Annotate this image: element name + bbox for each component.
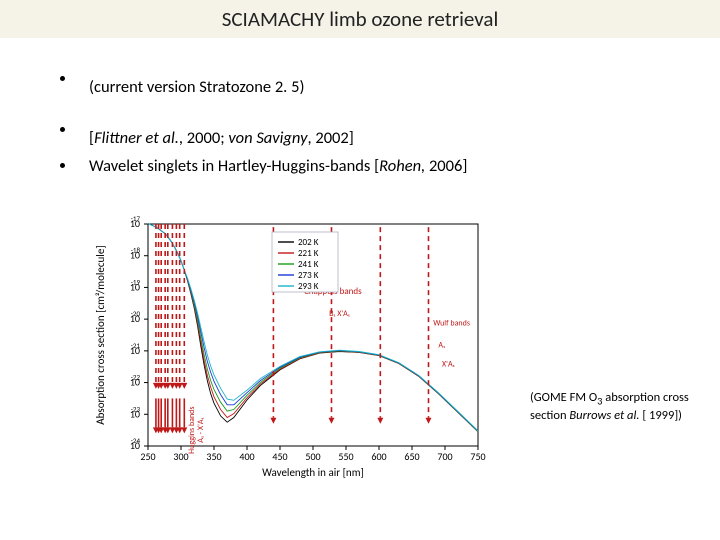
svg-text:Wavelength in air [nm]: Wavelength in air [nm] (262, 466, 364, 479)
svg-text:241 K: 241 K (298, 259, 319, 270)
svg-text:202 K: 202 K (298, 237, 319, 248)
svg-text:221 K: 221 K (298, 248, 319, 259)
bullet-dot-icon (60, 127, 65, 132)
svg-text:-19: -19 (131, 277, 141, 286)
svg-text:-24: -24 (131, 436, 141, 445)
svg-text:273 K: 273 K (298, 270, 319, 281)
svg-text:250: 250 (140, 450, 155, 463)
svg-text:550: 550 (338, 450, 353, 463)
bullet-3-year: 2006] (425, 156, 467, 176)
svg-text:700: 700 (437, 450, 452, 463)
bullet-dot-icon (60, 76, 65, 81)
absorption-chart: 25030035040045050055060065070075010-2410… (90, 210, 510, 490)
citation-savigny: von Savigny (228, 128, 307, 148)
bullet-1-line2: (current version Stratozone 2. 5) (89, 77, 304, 97)
cite-end: , 2002] (307, 128, 353, 148)
bullet-1: (current version Stratozone 2. 5) (60, 54, 680, 99)
chart-svg: 25030035040045050055060065070075010-2410… (90, 210, 510, 490)
svg-text:500: 500 (305, 450, 320, 463)
svg-text:-20: -20 (131, 309, 141, 318)
svg-text:-22: -22 (131, 373, 141, 382)
bullet-3-pre: Wavelet singlets in Hartley-Huggins-band… (89, 156, 379, 176)
bullet-3-text: Wavelet singlets in Hartley-Huggins-band… (89, 155, 467, 177)
page-title: SCIAMACHY limb ozone retrieval (222, 6, 499, 32)
svg-text:-17: -17 (131, 214, 141, 223)
citation-rohen: Rohen, (379, 156, 425, 176)
cite-mid: , 2000; (179, 128, 228, 148)
svg-text:750: 750 (470, 450, 485, 463)
svg-text:600: 600 (371, 450, 386, 463)
svg-text:Wulf bands: Wulf bands (433, 318, 470, 328)
svg-text:X'A₁: X'A₁ (442, 360, 455, 370)
content-area: (current version Stratozone 2. 5) [Flitt… (0, 38, 720, 177)
bullet-2: [Flittner et al., 2000; von Savigny, 200… (60, 105, 680, 150)
svg-text:-21: -21 (131, 341, 141, 350)
citation-burrows: Burrows et al. (569, 408, 639, 423)
svg-text:B₁ X'A₁: B₁ X'A₁ (329, 309, 350, 319)
svg-text:350: 350 (206, 450, 221, 463)
svg-text:-23: -23 (131, 404, 141, 413)
title-banner: SCIAMACHY limb ozone retrieval (0, 0, 720, 38)
bullet-3: Wavelet singlets in Hartley-Huggins-band… (60, 155, 680, 177)
bullet-1-text: (current version Stratozone 2. 5) (89, 54, 304, 99)
svg-text:650: 650 (404, 450, 419, 463)
chart-caption: (GOME FM O3 absorption cross section Bur… (530, 390, 700, 423)
bullet-2-text: [Flittner et al., 2000; von Savigny, 200… (89, 105, 354, 150)
svg-text:A₁: A₁ (438, 341, 445, 351)
svg-text:A₁ - X'A₁: A₁ - X'A₁ (196, 418, 206, 443)
bullet-dot-icon (60, 163, 65, 168)
caption-end: [ 1999]) (640, 408, 682, 423)
svg-text:400: 400 (239, 450, 254, 463)
svg-text:450: 450 (272, 450, 287, 463)
svg-text:293 K: 293 K (298, 281, 319, 292)
svg-text:-18: -18 (131, 246, 141, 255)
caption-pre: (GOME FM O (530, 390, 597, 405)
citation-flittner: Flittner et al. (94, 128, 179, 148)
svg-text:Absorption cross section [cm²/: Absorption cross section [cm²/molecule] (94, 245, 107, 424)
